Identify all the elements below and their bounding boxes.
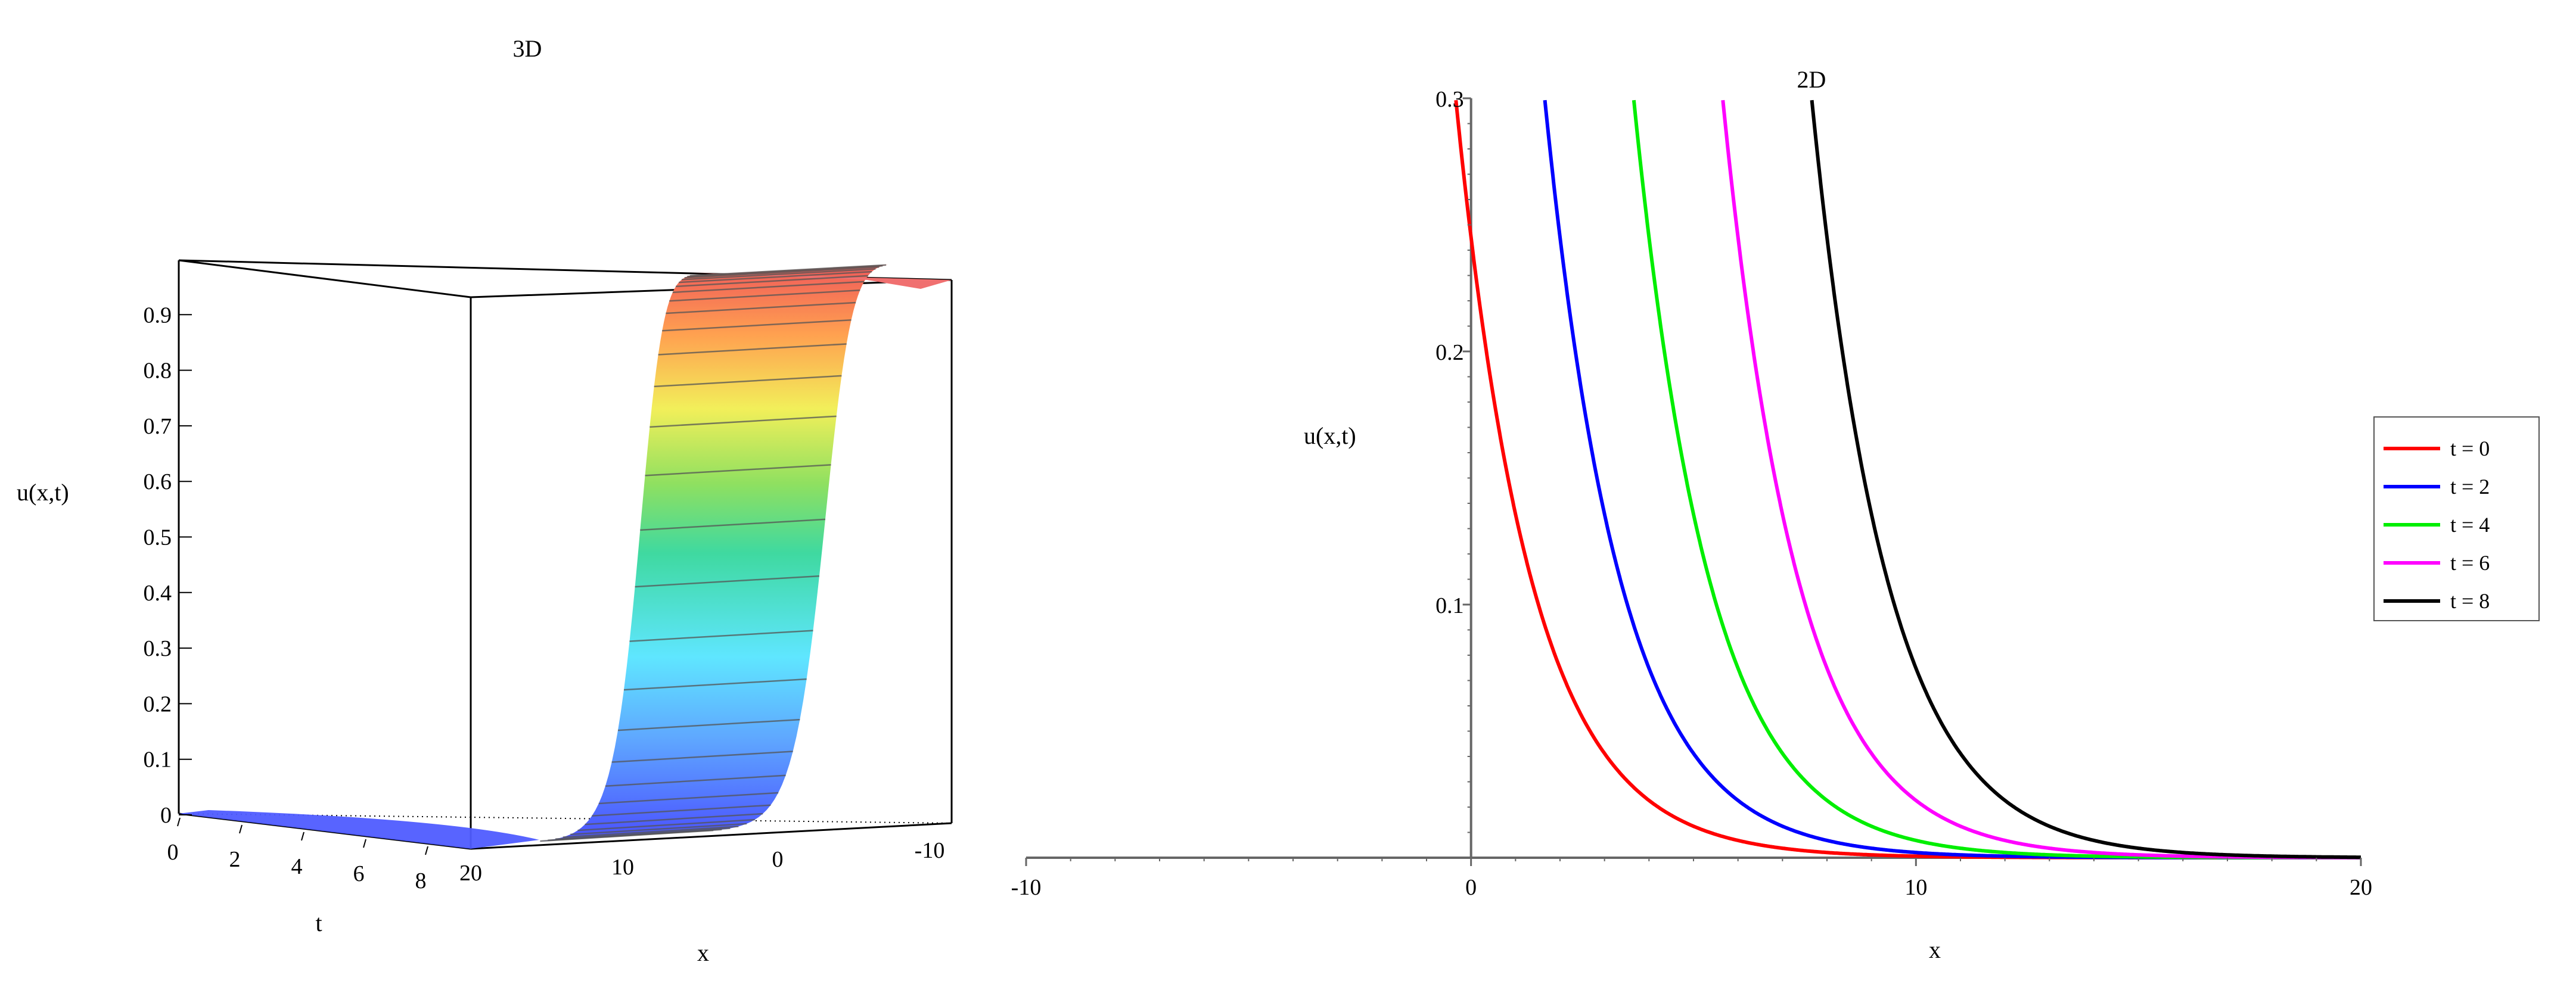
- z-tick-label: 0.1: [144, 748, 172, 773]
- surface-gridline: [598, 792, 779, 805]
- x-tick-label: -10: [915, 838, 945, 863]
- surface-floor-left: [179, 810, 539, 849]
- z-tick-label: 0.9: [144, 303, 172, 328]
- z-tick-label: 0.8: [144, 359, 172, 384]
- surface-gridline: [640, 518, 826, 531]
- z-tick-label: 0.4: [144, 581, 172, 606]
- surface-gridline: [658, 343, 847, 356]
- t-axis-label: t: [315, 910, 322, 936]
- legend-label: t = 0: [2450, 437, 2490, 460]
- surface-gridline: [592, 804, 771, 817]
- z-axis-ticks: 0 0.1 0.2 0.3 0.4 0.5 0.6 0.7 0.8 0.9: [144, 303, 192, 828]
- z-axis-label: u(x,t): [17, 479, 69, 506]
- ticks-2d: -10 0 10 20 0.1 0.2 0.3: [1011, 87, 2372, 900]
- legend-label: t = 2: [2450, 475, 2490, 499]
- y-tick-label: 0.1: [1435, 593, 1464, 618]
- z-tick-label: 0: [160, 803, 172, 828]
- x-tick-label: 0: [772, 847, 784, 872]
- surface-gridline: [570, 823, 747, 836]
- surface-gridline: [635, 575, 820, 588]
- surface-gridline: [645, 464, 831, 477]
- surface-gridline: [650, 415, 837, 428]
- surface-gridline: [672, 281, 865, 294]
- t-tick-label: 8: [415, 868, 427, 893]
- x-axis-label-2d: x: [1929, 936, 1941, 963]
- t-tick-mark: [177, 817, 181, 827]
- surface-gridline: [585, 812, 763, 826]
- series-line: [1810, 99, 2361, 860]
- t-tick-label: 6: [353, 861, 365, 886]
- x-tick-label: 10: [611, 855, 634, 880]
- chart-title-2d: 2D: [1797, 66, 1826, 93]
- axes-2d: [1026, 98, 2361, 859]
- legend-label: t = 4: [2450, 513, 2490, 537]
- series-line: [1454, 99, 2361, 860]
- x-tick-label: 10: [1904, 875, 1927, 900]
- surface-gridline: [629, 630, 813, 642]
- z-tick-label: 0.6: [144, 469, 172, 494]
- surface-gridline: [681, 268, 876, 281]
- x-tick-label: 20: [459, 861, 482, 886]
- surface-gridline: [617, 718, 800, 731]
- chart-title-3d: 3D: [513, 35, 542, 62]
- x-tick-label: 20: [2350, 875, 2372, 900]
- y-tick-label: 0.3: [1435, 87, 1464, 112]
- x-tick-label: -10: [1011, 875, 1042, 900]
- y-tick-label: 0.2: [1435, 340, 1464, 365]
- t-tick-label: 2: [229, 847, 241, 872]
- z-tick-label: 0.5: [144, 525, 172, 550]
- surface-gridline: [623, 678, 807, 691]
- z-tick-label: 0.2: [144, 692, 172, 717]
- series-2d: [1454, 99, 2361, 860]
- surface-gridline: [605, 774, 786, 787]
- surface-gridline: [555, 827, 731, 840]
- surface: [179, 264, 952, 849]
- surface-gridline: [611, 751, 793, 763]
- surface-gridline: [689, 264, 887, 277]
- t-tick-mark: [425, 846, 428, 855]
- t-tick-mark: [363, 839, 366, 848]
- surface-3d-plot: 3D 0 0.1 0.2 0.3 0.4 0.5 0.6 0.7 0.8 0.9 u(x,t) 0…: [17, 35, 953, 966]
- legend-label: t = 6: [2450, 551, 2490, 575]
- line-plot-2d: 2D -10 0 10 20 0.1 0.2 0.3 x u(x,t) t = 0 t = 2…: [1011, 66, 2540, 963]
- surface-gridline: [679, 270, 872, 284]
- y-axis-label-2d: u(x,t): [1304, 422, 1356, 449]
- t-tick-label: 4: [291, 854, 303, 879]
- surface-plateau: [691, 273, 952, 289]
- surface-gridline: [676, 275, 868, 288]
- surface-gridline: [669, 289, 860, 302]
- surface-gridline: [684, 266, 880, 279]
- z-tick-label: 0.3: [144, 636, 172, 661]
- series-line: [1632, 99, 2361, 860]
- x-tick-label: 0: [1465, 875, 1477, 900]
- surface-gridline: [662, 319, 852, 332]
- t-tick-mark: [301, 832, 304, 841]
- x-axis-label-3d: x: [697, 939, 709, 966]
- series-line: [1721, 99, 2361, 860]
- x-axis-ticks: 20 10 0 -10: [459, 838, 944, 886]
- surface-gridline: [666, 301, 856, 314]
- legend: t = 0 t = 2 t = 4 t = 6 t = 8: [2373, 416, 2540, 621]
- z-tick-label: 0.7: [144, 414, 172, 439]
- surface-gridline: [654, 375, 842, 388]
- surface-gridline: [577, 818, 755, 832]
- surface-gridline: [563, 826, 739, 838]
- legend-box: [2373, 416, 2540, 621]
- t-tick-mark: [239, 824, 243, 834]
- t-axis-ticks: 0 2 4 6 8: [167, 817, 428, 893]
- legend-label: t = 8: [2450, 589, 2490, 613]
- t-tick-label: 0: [167, 840, 179, 865]
- surface-sheet: [536, 264, 888, 842]
